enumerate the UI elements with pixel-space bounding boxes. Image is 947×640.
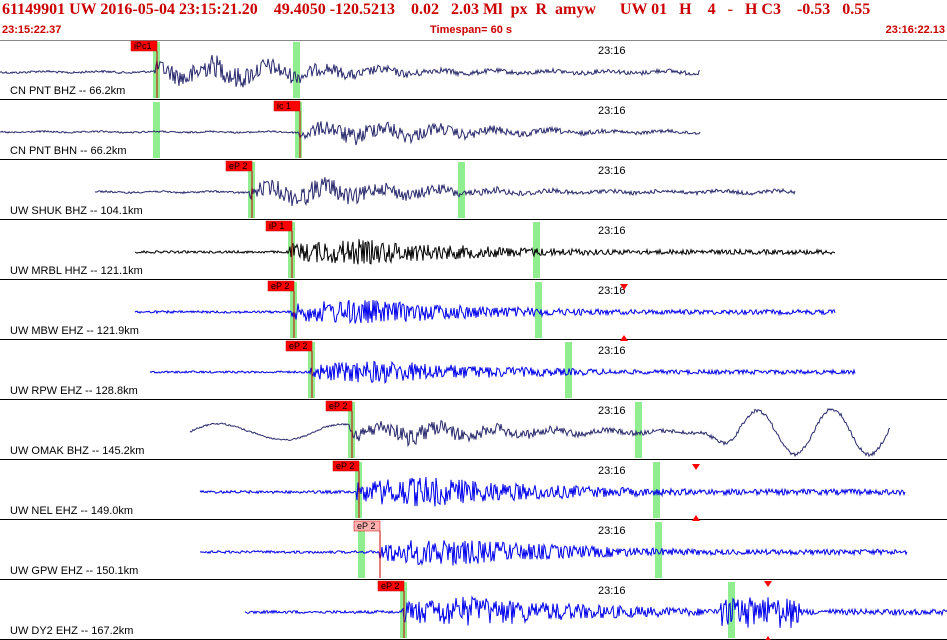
phase-pick-label: eP 2 [357,521,375,531]
minute-tick-label: 23:16 [598,345,626,357]
seismogram-trace [149,360,856,384]
time-window-marker [153,102,160,158]
trace-row[interactable]: 23:16 eP 2 UW OMAK BHZ -- 145.2km [0,400,947,460]
start-time: 23:15:22.37 [2,24,62,36]
seismogram-trace [94,177,796,207]
phase-pick-label: iP 1 [269,221,284,231]
trace-row[interactable]: 23:16 eP 2 UW SHUK BHZ -- 104.1km [0,160,947,220]
seismogram-trace [189,407,891,458]
time-window-marker [535,282,542,338]
phase-pick-label: iPc1 [134,41,152,51]
seismogram-trace [0,121,701,146]
minute-tick-label: 23:16 [598,165,626,177]
seismogram-stack[interactable]: 23:16 iPc1 CN PNT BHZ -- 66.2km 23:16 ic 1 CN… [0,40,947,640]
channel-label: UW NEL EHZ -- 149.0km [10,505,133,517]
phase-pick-flag[interactable] [225,160,253,172]
phase-pick-label: eP 2 [381,581,399,591]
amplitude-marker-icon [620,284,628,290]
seismogram-trace [134,239,836,265]
amplitude-marker-icon [692,464,700,470]
trace-row[interactable]: 23:16 eP 2 UW NEL EHZ -- 149.0km [0,460,947,520]
amplitude-marker-icon [692,515,700,521]
seismogram-trace [200,540,908,567]
phase-pick-label: eP 2 [336,461,354,471]
channel-label: UW DY2 EHZ -- 167.2km [10,625,133,637]
phase-pick-flag[interactable] [285,340,313,352]
time-window-marker [635,402,642,458]
seismogram-trace [0,54,701,88]
time-window-marker [358,522,365,578]
time-window-marker [655,522,662,578]
phase-pick-flag[interactable] [130,40,158,52]
phase-pick-label: eP 2 [329,401,347,411]
trace-row[interactable]: 23:16 eP 2 UW GPW EHZ -- 150.1km [0,520,947,580]
phase-pick-label: eP 2 [289,341,307,351]
seismogram-trace [134,299,836,324]
timespan-label: Timespan= 60 s [430,24,513,36]
minute-tick-label: 23:16 [598,585,626,597]
channel-label: CN PNT BHZ -- 66.2km [10,85,125,97]
minute-tick-label: 23:16 [598,225,626,237]
channel-label: UW SHUK BHZ -- 104.1km [10,205,143,217]
phase-pick-flag[interactable] [265,220,293,232]
time-window-marker [728,582,735,638]
phase-pick-flag[interactable] [377,580,405,592]
channel-label: UW MRBL HHZ -- 121.1km [10,265,143,277]
channel-label: UW MBW EHZ -- 121.9km [10,325,139,337]
seismogram-trace [199,476,906,507]
phase-pick-flag[interactable] [273,100,301,112]
seismogram-trace [244,595,947,628]
phase-pick-flag[interactable] [332,460,360,472]
minute-tick-label: 23:16 [598,45,626,57]
event-header: 61149901 UW 2016-05-04 23:15:21.20 49.40… [0,0,947,41]
amplitude-marker-icon [620,335,628,341]
minute-tick-label: 23:16 [598,285,626,297]
trace-panel[interactable]: 23:16 iPc1 CN PNT BHZ -- 66.2km 23:16 ic 1 CN… [0,40,947,640]
trace-row[interactable]: 23:16 iP 1 UW MRBL HHZ -- 121.1km [0,220,947,280]
trace-row[interactable]: 23:16 eP 2 UW DY2 EHZ -- 167.2km [0,580,947,640]
minute-tick-label: 23:16 [598,525,626,537]
channel-label: UW GPW EHZ -- 150.1km [10,565,138,577]
end-time: 23:16:22.13 [885,24,945,36]
minute-tick-label: 23:16 [598,405,626,417]
minute-tick-label: 23:16 [598,105,626,117]
amplitude-marker-icon [765,636,771,640]
phase-pick-label: eP 2 [229,161,247,171]
trace-row[interactable]: 23:16 eP 2 UW MBW EHZ -- 121.9km [0,280,947,340]
phase-pick-label: eP 2 [271,281,289,291]
phase-pick-flag[interactable] [267,280,295,292]
time-window-marker [458,162,465,218]
channel-label: CN PNT BHN -- 66.2km [10,145,127,157]
time-window-marker [295,102,302,158]
event-summary: 61149901 UW 2016-05-04 23:15:21.20 49.40… [2,1,871,18]
trace-row[interactable]: 23:16 eP 2 UW RPW EHZ -- 128.8km [0,340,947,400]
amplitude-marker-icon [764,581,772,587]
phase-pick-flag[interactable] [353,520,381,532]
trace-row[interactable]: 23:16 ic 1 CN PNT BHN -- 66.2km [0,100,947,160]
time-window-marker [293,42,300,98]
trace-row[interactable]: 23:16 iPc1 CN PNT BHZ -- 66.2km [0,40,947,100]
channel-label: UW RPW EHZ -- 128.8km [10,385,138,397]
phase-pick-flag[interactable] [325,400,353,412]
channel-label: UW OMAK BHZ -- 145.2km [10,445,144,457]
phase-pick-label: ic 1 [277,101,291,111]
minute-tick-label: 23:16 [598,465,626,477]
